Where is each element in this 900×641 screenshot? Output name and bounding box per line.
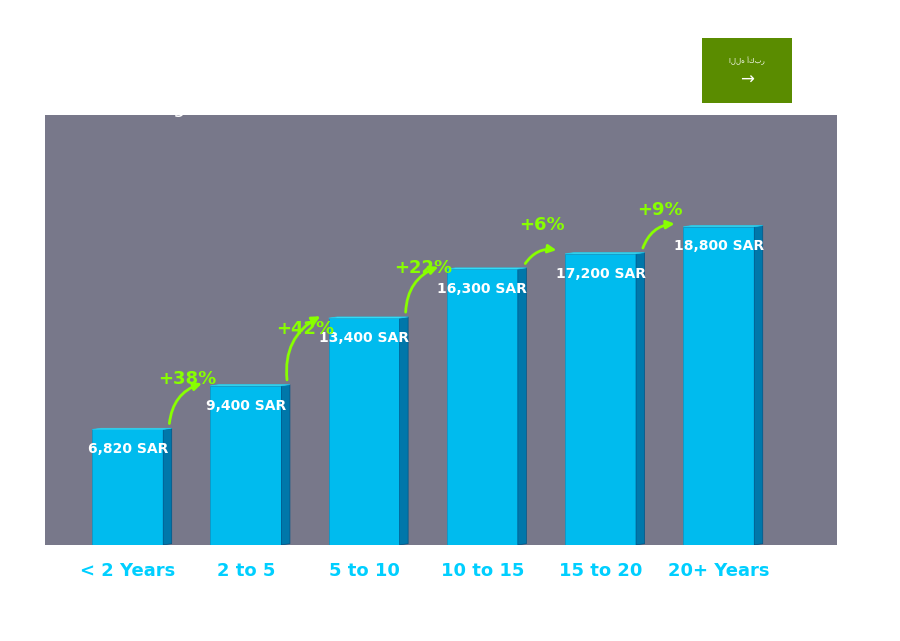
Text: Technical Engineer: Technical Engineer [53,98,237,117]
Text: salaryexplorer.com: salaryexplorer.com [0,640,1,641]
Text: 9,400 SAR: 9,400 SAR [206,399,286,413]
Polygon shape [400,317,408,545]
Polygon shape [447,269,518,545]
Polygon shape [683,226,763,227]
Polygon shape [93,428,172,429]
Text: 18,800 SAR: 18,800 SAR [674,240,764,253]
Text: →: → [740,71,754,89]
Text: +9%: +9% [637,201,682,219]
FancyArrowPatch shape [643,221,671,248]
Text: explorer.com: explorer.com [393,583,501,601]
Text: +38%: +38% [158,370,216,388]
Polygon shape [636,253,644,545]
Text: 17,200 SAR: 17,200 SAR [555,267,645,281]
Polygon shape [565,253,644,254]
Polygon shape [447,268,526,269]
Text: 13,400 SAR: 13,400 SAR [320,331,410,345]
Polygon shape [93,429,163,545]
Polygon shape [211,386,282,545]
Text: +6%: +6% [518,216,564,234]
Polygon shape [565,254,636,545]
Text: Average Monthly Salary: Average Monthly Salary [864,263,874,397]
Text: salary: salary [337,583,393,601]
FancyArrowPatch shape [169,383,199,424]
Text: Salary Comparison By Experience: Salary Comparison By Experience [53,60,629,88]
Text: +42%: +42% [276,320,334,338]
Polygon shape [163,428,172,545]
Polygon shape [328,318,400,545]
Polygon shape [518,268,526,545]
Polygon shape [328,317,408,318]
Polygon shape [683,227,754,545]
Polygon shape [754,226,763,545]
FancyArrowPatch shape [526,246,554,263]
FancyArrowPatch shape [406,267,436,312]
Text: 16,300 SAR: 16,300 SAR [437,282,527,296]
Polygon shape [282,385,290,545]
Text: +22%: +22% [394,259,453,277]
FancyArrowPatch shape [286,318,318,380]
Text: الله أكبر: الله أكبر [729,56,765,65]
Text: 6,820 SAR: 6,820 SAR [87,442,168,456]
Polygon shape [211,385,290,386]
